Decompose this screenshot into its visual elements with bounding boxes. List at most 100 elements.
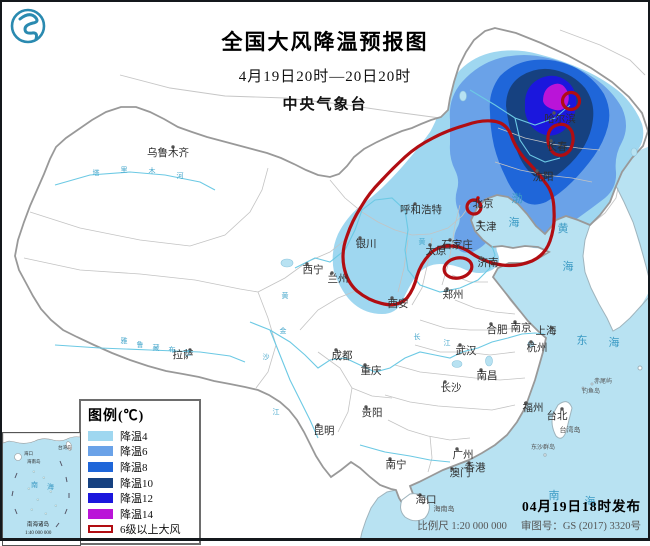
place-label: 钓鱼岛	[582, 387, 600, 395]
city-label: 乌鲁木齐	[147, 146, 189, 159]
city-label: 南宁	[386, 458, 407, 471]
city-label: 沈阳	[533, 170, 554, 183]
city-marker	[445, 287, 449, 291]
river-label: 江	[444, 339, 451, 347]
city-marker	[418, 493, 422, 497]
forecast-period: 4月19日20时—20日20时	[238, 69, 412, 85]
city-label: 兰州	[328, 272, 349, 285]
place-label: 东沙群岛	[531, 443, 555, 451]
cma-logo-icon	[10, 8, 46, 44]
river-label: 黄	[419, 237, 426, 246]
gale-contour-jinan	[442, 256, 474, 280]
sea-label: 黄	[558, 221, 569, 235]
city-label: 武汉	[456, 344, 477, 357]
city-marker	[364, 405, 368, 409]
inset-hainan	[14, 453, 22, 461]
city-marker	[560, 407, 564, 411]
city-label: 银川	[356, 237, 377, 250]
title-block: 全国大风降温预报图 4月19日20时—20日20时 中央气象台	[0, 26, 650, 114]
inset-islands-label: 南海诸岛	[27, 520, 50, 528]
city-label: 重庆	[361, 364, 382, 377]
legend-label: 降温8	[120, 461, 148, 474]
inset-haikou-label: 海口	[24, 450, 33, 457]
city-label: 呼和浩特	[400, 204, 442, 216]
taiwan-island	[551, 401, 573, 439]
city-label: 广州	[453, 449, 474, 461]
city-label: 长春	[547, 141, 568, 153]
legend-items: 降温4 降温6 降温8 降温10 降温12 降温14 6级以上大风	[88, 428, 193, 537]
city-marker	[467, 461, 471, 465]
city-marker	[458, 343, 462, 347]
lakes	[280, 90, 638, 368]
city-label: 贵阳	[362, 406, 383, 419]
river-label: 江	[273, 408, 280, 416]
legend-swatch	[88, 477, 113, 488]
map-approval-number: 审图号：GS (2017) 3320号	[520, 521, 641, 532]
legend-box: 图例(℃) 降温4 降温6 降温8 降温10 降温12 降温14 6级以上大风	[79, 399, 201, 546]
city-label: 昆明	[314, 425, 335, 437]
city-label: 澳门	[450, 466, 471, 479]
city-marker	[443, 380, 447, 384]
city-label: 合肥	[487, 323, 508, 336]
footer-block: 04月19日18时发布 比例尺 1:20 000 000 审图号：GS (201…	[417, 495, 641, 533]
legend-row-cooling: 降温10	[88, 475, 193, 491]
inset-taiwan	[65, 441, 73, 451]
legend-swatch	[88, 525, 113, 534]
city-marker	[334, 348, 338, 352]
islands	[400, 365, 643, 522]
inset-sea-label-2: 海	[47, 482, 54, 491]
city-label: 石家庄	[441, 238, 473, 251]
city-marker	[535, 169, 539, 173]
legend-row-cooling: 降温12	[88, 490, 193, 506]
river-label: 金	[280, 326, 287, 335]
city-label: 杭州	[527, 341, 548, 354]
release-time: 04月19日18时发布	[522, 499, 641, 514]
place-label: 台湾岛	[560, 425, 581, 434]
gale-contour-changchun	[546, 122, 575, 157]
legend-swatch	[88, 430, 113, 441]
city-marker	[479, 368, 483, 372]
sea-label: 渤	[512, 192, 523, 205]
legend-swatch	[88, 493, 113, 504]
inset-sea-label-1: 南	[31, 480, 38, 489]
legend-label: 降温12	[120, 493, 153, 506]
legend-row-cooling: 降温14	[88, 506, 193, 522]
city-marker	[529, 340, 533, 344]
river-label: 黄	[282, 291, 289, 300]
gale-contour-ne	[560, 90, 582, 112]
city-marker	[363, 363, 367, 367]
city-marker	[549, 139, 553, 143]
place-label: 海南岛	[434, 504, 455, 513]
legend-swatch	[88, 446, 113, 457]
city-label: 郑州	[443, 288, 464, 301]
city-label: 西安	[388, 297, 409, 310]
foreign-coasts	[359, 185, 650, 541]
river-label: 布	[169, 345, 176, 354]
city-marker	[388, 457, 392, 461]
map-scale: 比例尺 1:20 000 000	[417, 521, 507, 532]
river-label: 藏	[153, 343, 160, 352]
sea-label: 南	[549, 489, 560, 502]
city-marker	[550, 326, 554, 330]
foreign-borders	[119, 29, 646, 226]
city-marker	[448, 238, 452, 242]
river-label: 木	[149, 166, 156, 175]
legend-swatch	[88, 508, 113, 519]
sea-label: 海	[585, 494, 596, 508]
city-label: 太原	[426, 244, 447, 257]
cma-logo	[8, 6, 48, 51]
city-label: 香港	[465, 462, 486, 474]
city-marker	[428, 243, 432, 247]
inset-map: 台湾岛 海口 海南岛 南 海 南海诸岛 1:40 000 000	[2, 432, 81, 540]
inset-taiwan-label: 台湾岛	[58, 444, 72, 451]
legend-row-cooling: 降温4	[88, 428, 193, 444]
river-label: 江	[185, 349, 192, 357]
river-label: 塔	[93, 168, 100, 177]
city-label: 天津	[476, 221, 497, 233]
city-marker	[316, 423, 320, 427]
city-marker	[450, 467, 454, 471]
river-label: 沙	[263, 353, 270, 361]
rivers	[54, 89, 571, 463]
